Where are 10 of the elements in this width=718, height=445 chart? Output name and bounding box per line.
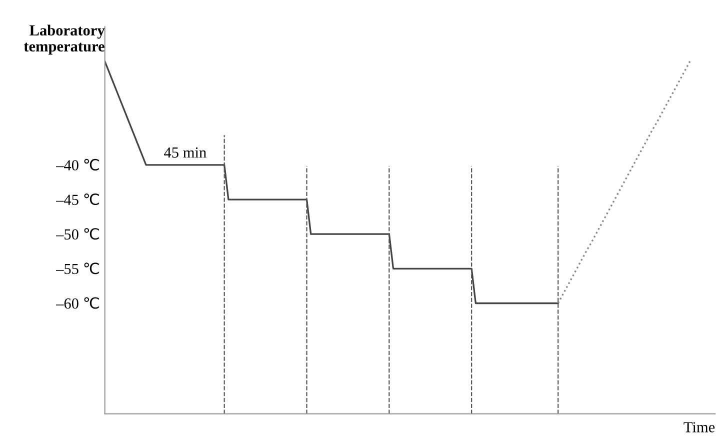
y-tick-label: –55 ℃ xyxy=(56,262,99,274)
y-tick-label: –50 ℃ xyxy=(56,228,99,240)
y-tick-label: –40 ℃ xyxy=(56,158,99,170)
y-tick-label: –60 ℃ xyxy=(56,297,99,309)
x-axis-title: Time xyxy=(684,422,715,432)
line-series xyxy=(104,60,559,304)
y-axis-title: Laboratory temperature xyxy=(24,24,105,55)
line-series xyxy=(557,60,691,304)
annotation: 45 min xyxy=(164,147,206,158)
y-tick-label: –45 ℃ xyxy=(56,193,99,206)
